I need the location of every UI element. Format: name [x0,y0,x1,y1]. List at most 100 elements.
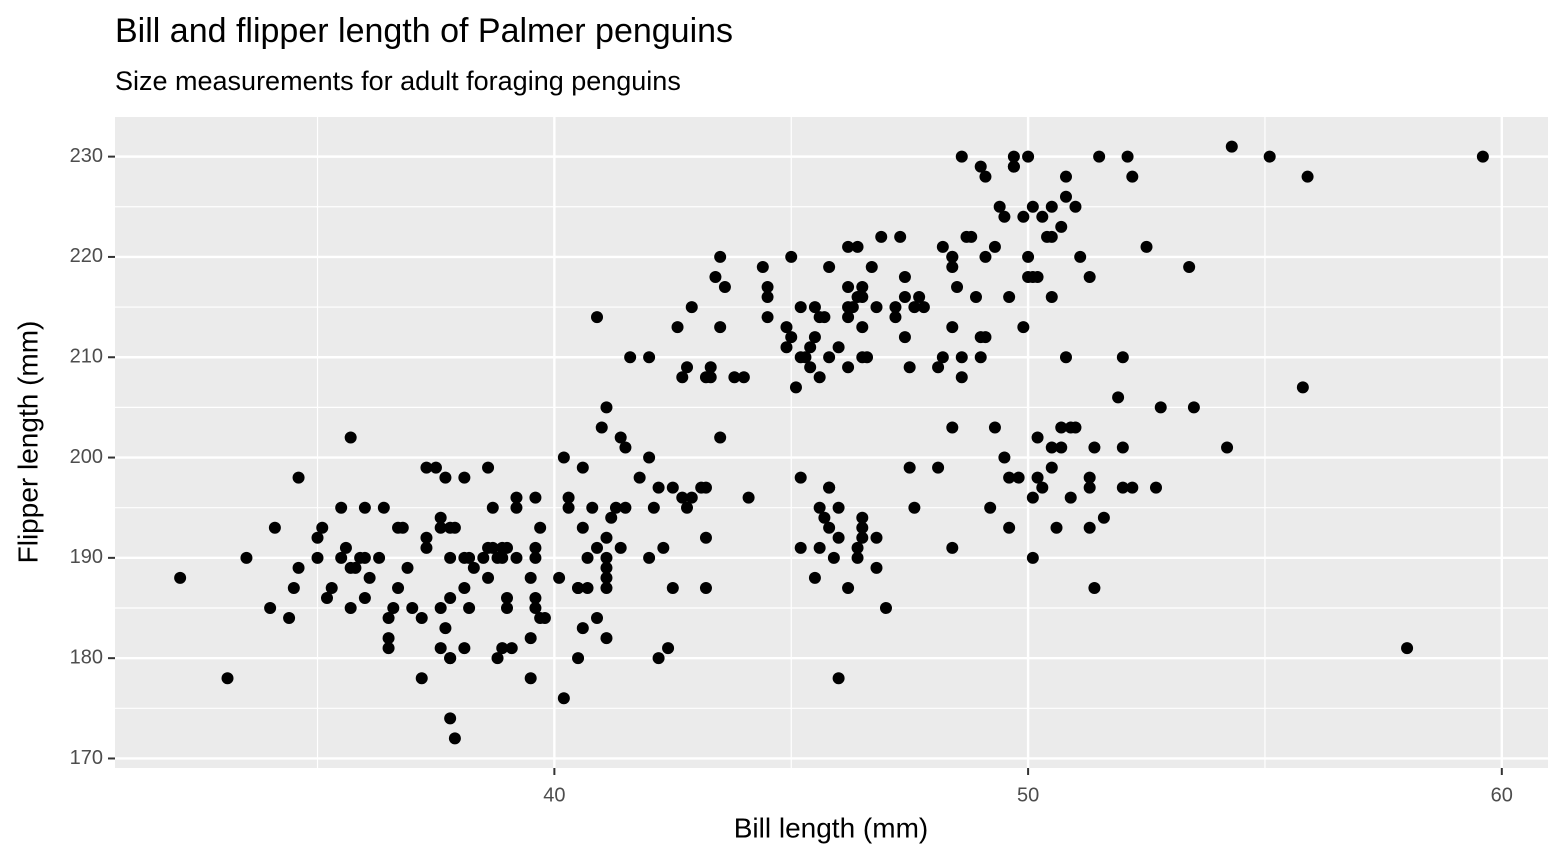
point [581,581,594,594]
point [804,361,817,374]
point [988,421,1001,434]
point [311,551,324,564]
point [572,652,585,665]
point [501,591,514,604]
point [1074,250,1087,263]
point [349,561,362,574]
point [581,551,594,564]
point [377,501,390,514]
point [666,581,679,594]
point [1116,481,1129,494]
point [832,341,845,354]
point [591,311,604,324]
point [823,260,836,273]
point [685,491,698,504]
point [358,501,371,514]
point [1003,521,1016,534]
point [434,642,447,655]
point [813,501,826,514]
point [1012,471,1025,484]
point [1097,511,1110,524]
point [463,551,476,564]
point [856,291,869,304]
point [856,321,869,334]
x-tick-label: 40 [543,784,565,806]
point [889,301,902,314]
point [482,461,495,474]
point [429,461,442,474]
point [1036,481,1049,494]
point [619,441,632,454]
point [505,642,518,655]
point [718,281,731,294]
point [908,501,921,514]
point [761,311,774,324]
point [1187,401,1200,414]
point [1026,551,1039,564]
point [524,632,537,645]
point [742,491,755,504]
chart-title: Bill and flipper length of Palmer pengui… [115,12,733,50]
point [1026,491,1039,504]
point [737,371,750,384]
point [898,270,911,283]
point [808,331,821,344]
point [676,371,689,384]
point [496,642,509,655]
point [292,561,305,574]
point [898,291,911,304]
point [420,531,433,544]
x-tick-label: 50 [1017,784,1039,806]
point [936,240,949,253]
point [1221,441,1234,454]
point [496,551,509,564]
point [946,541,959,554]
point [576,521,589,534]
point [406,602,419,615]
point [448,732,461,745]
point [1301,170,1314,183]
point [325,581,338,594]
point [1059,190,1072,203]
points [174,140,1489,745]
point [988,240,1001,253]
point [529,541,542,554]
chart-subtitle: Size measurements for adult foraging pen… [115,66,681,96]
point [268,521,281,534]
point [576,461,589,474]
point [382,642,395,655]
point [439,622,452,635]
point [174,571,187,584]
point [595,421,608,434]
point [761,291,774,304]
point [491,652,504,665]
point [434,511,447,524]
point [600,632,613,645]
point [1126,170,1139,183]
point [903,461,916,474]
point [1045,461,1058,474]
point [396,521,409,534]
point [851,240,864,253]
point [1026,200,1039,213]
point [529,591,542,604]
point [387,602,400,615]
point [1112,391,1125,404]
point [510,551,523,564]
point [974,160,987,173]
point [842,281,855,294]
y-axis-title: Flipper length (mm) [12,321,43,564]
point [894,230,907,243]
point [699,481,712,494]
point [998,210,1011,223]
point [643,351,656,364]
point [1036,210,1049,223]
point [510,501,523,514]
point [335,501,348,514]
point [761,281,774,294]
point [444,551,457,564]
point [600,551,613,564]
point [1083,471,1096,484]
point [1059,351,1072,364]
